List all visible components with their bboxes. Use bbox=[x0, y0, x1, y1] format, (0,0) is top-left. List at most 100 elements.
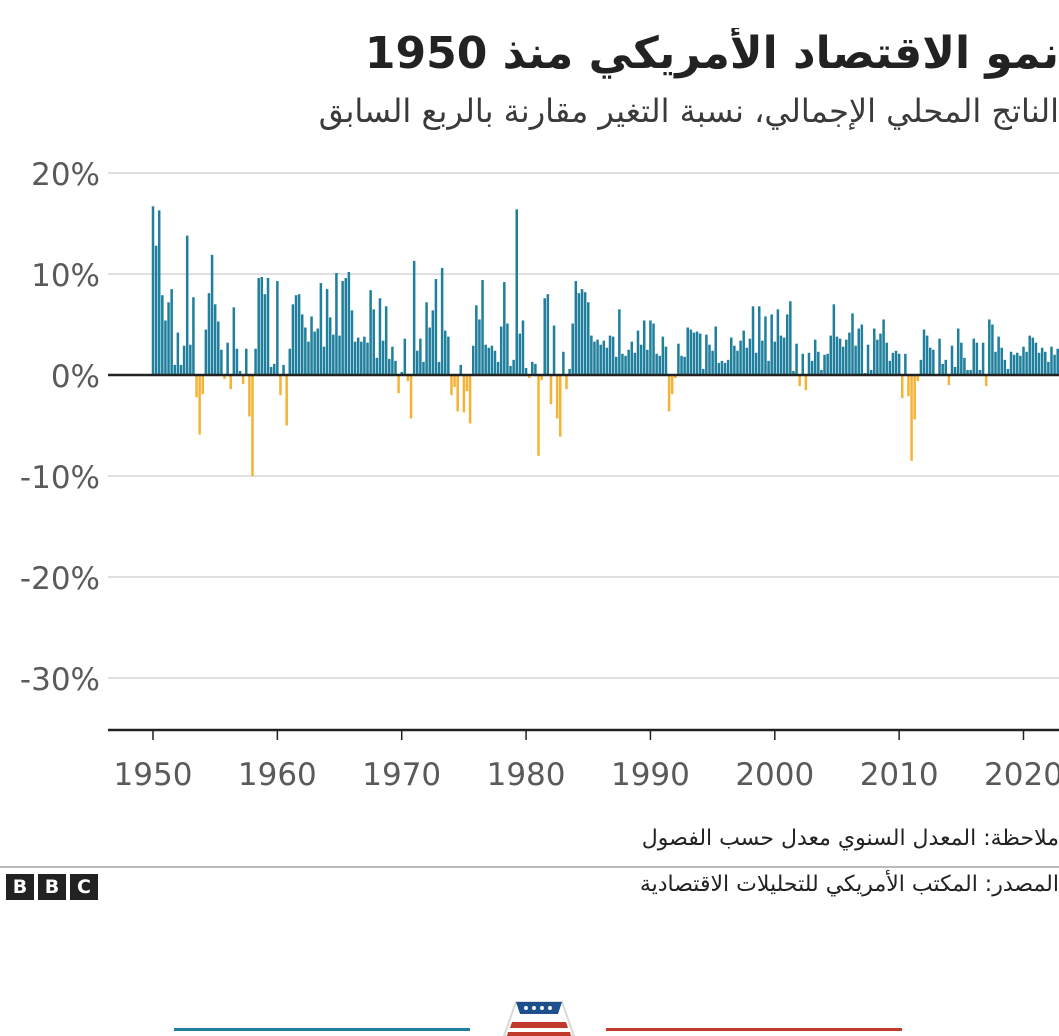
y-tick-label: -20% bbox=[20, 561, 100, 597]
bar bbox=[170, 289, 173, 375]
bar bbox=[739, 340, 742, 375]
bar bbox=[630, 341, 634, 375]
bar bbox=[602, 340, 606, 375]
bar bbox=[409, 375, 413, 419]
bar bbox=[496, 361, 500, 375]
bar bbox=[506, 323, 509, 375]
bar bbox=[860, 324, 864, 375]
bar bbox=[686, 327, 689, 375]
bar bbox=[419, 338, 422, 375]
y-tick-labels: 20% 10% 0% -10% -20% -30% bbox=[20, 157, 100, 698]
bar bbox=[963, 357, 966, 375]
bar bbox=[785, 314, 789, 375]
bar bbox=[655, 353, 658, 375]
bar bbox=[335, 272, 338, 375]
bar bbox=[966, 369, 969, 375]
bar bbox=[639, 344, 643, 375]
bar bbox=[823, 354, 826, 375]
bar bbox=[798, 375, 801, 387]
bar bbox=[702, 368, 705, 375]
bar bbox=[434, 279, 438, 375]
bar bbox=[1034, 342, 1038, 375]
bar bbox=[838, 338, 842, 375]
bar bbox=[826, 353, 829, 375]
bar bbox=[941, 363, 944, 375]
bar bbox=[307, 341, 310, 375]
bar bbox=[353, 341, 357, 375]
bar bbox=[288, 348, 292, 375]
bar bbox=[953, 366, 957, 375]
bar bbox=[742, 330, 745, 375]
bar bbox=[341, 281, 344, 375]
bar bbox=[642, 320, 646, 375]
bar bbox=[574, 281, 578, 375]
bar bbox=[605, 347, 609, 375]
bar bbox=[714, 326, 717, 375]
x-tick-label: 1990 bbox=[611, 757, 690, 793]
bar bbox=[782, 337, 786, 375]
bar bbox=[770, 314, 773, 375]
bar bbox=[490, 345, 494, 375]
bar bbox=[900, 375, 904, 399]
bar bbox=[717, 362, 721, 375]
bar bbox=[646, 349, 649, 375]
bar bbox=[157, 210, 161, 375]
bar bbox=[975, 342, 979, 375]
bar bbox=[546, 294, 550, 375]
bar bbox=[764, 316, 767, 375]
bar bbox=[994, 351, 997, 375]
bar bbox=[1000, 347, 1003, 375]
bar bbox=[257, 278, 260, 375]
bar bbox=[733, 345, 736, 375]
blue-divider-line bbox=[174, 1028, 470, 1031]
bar bbox=[888, 360, 892, 375]
bar bbox=[801, 353, 805, 375]
bar bbox=[210, 254, 214, 375]
bar bbox=[897, 353, 901, 375]
x-tick-label: 2010 bbox=[860, 757, 939, 793]
bar bbox=[848, 332, 851, 375]
bar bbox=[894, 350, 898, 375]
bar bbox=[384, 306, 388, 375]
bar bbox=[571, 323, 574, 375]
bar bbox=[164, 320, 167, 375]
bar bbox=[378, 298, 382, 375]
bar bbox=[372, 309, 375, 375]
bar bbox=[736, 350, 739, 375]
bar bbox=[437, 361, 441, 375]
footer-divider bbox=[0, 866, 1059, 868]
bar bbox=[885, 342, 888, 375]
bar bbox=[568, 368, 571, 375]
bar bbox=[465, 375, 469, 392]
bar bbox=[891, 352, 895, 375]
bar bbox=[559, 375, 562, 437]
bar bbox=[416, 350, 419, 375]
bar bbox=[443, 330, 447, 375]
bar bbox=[521, 320, 525, 375]
bar bbox=[503, 282, 506, 375]
x-tick-label: 1980 bbox=[487, 757, 566, 793]
bar bbox=[972, 338, 976, 375]
bar bbox=[493, 350, 497, 375]
bar bbox=[1009, 351, 1013, 375]
bar bbox=[279, 375, 282, 396]
bar bbox=[586, 302, 590, 375]
bar bbox=[344, 278, 348, 375]
bar bbox=[705, 334, 708, 375]
bar bbox=[916, 375, 920, 382]
bar bbox=[919, 359, 923, 375]
bar bbox=[988, 319, 991, 375]
bar bbox=[1047, 361, 1050, 375]
bar bbox=[947, 375, 951, 386]
gdp-growth-chart: 20% 10% 0% -10% -20% -30% 1950 1960 1970 1980 199… bbox=[20, 157, 1059, 793]
bar bbox=[698, 333, 702, 375]
bar bbox=[325, 289, 329, 375]
bar bbox=[621, 353, 624, 375]
bar bbox=[807, 352, 811, 375]
bar bbox=[730, 337, 733, 375]
bar bbox=[217, 321, 220, 375]
bar bbox=[1053, 354, 1056, 375]
bar bbox=[723, 362, 727, 375]
bar bbox=[475, 305, 478, 375]
bar bbox=[540, 375, 543, 381]
